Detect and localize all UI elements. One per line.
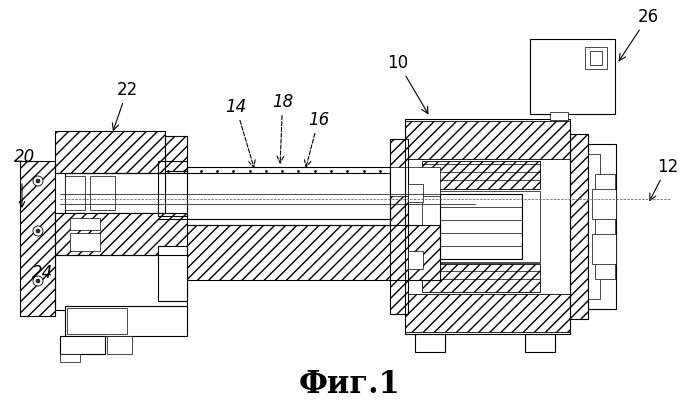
- Bar: [107, 336, 132, 354]
- Bar: [65, 177, 85, 211]
- Text: 16: 16: [304, 111, 329, 168]
- Bar: [55, 132, 165, 174]
- Bar: [570, 135, 588, 319]
- Bar: [526, 335, 554, 351]
- Bar: [440, 194, 522, 259]
- Bar: [90, 177, 115, 211]
- Bar: [390, 140, 408, 314]
- Text: 10: 10: [387, 54, 428, 114]
- Text: 22: 22: [112, 81, 138, 131]
- Bar: [390, 140, 408, 314]
- Bar: [55, 213, 187, 256]
- Text: 24: 24: [32, 263, 53, 281]
- Bar: [592, 190, 616, 220]
- Bar: [570, 135, 588, 319]
- Bar: [67, 308, 127, 334]
- Circle shape: [33, 177, 43, 187]
- Bar: [390, 168, 440, 196]
- Bar: [405, 120, 570, 334]
- Bar: [117, 177, 155, 211]
- Text: 12: 12: [650, 158, 678, 201]
- Text: Фиг.1: Фиг.1: [299, 369, 401, 399]
- Bar: [588, 155, 600, 299]
- Bar: [70, 233, 100, 252]
- Bar: [70, 218, 100, 230]
- Circle shape: [36, 230, 40, 233]
- Bar: [422, 192, 540, 262]
- Bar: [158, 162, 187, 216]
- Circle shape: [33, 276, 43, 286]
- Bar: [158, 226, 440, 280]
- Bar: [55, 213, 187, 256]
- Bar: [20, 162, 55, 316]
- Bar: [158, 162, 187, 216]
- Bar: [165, 136, 187, 172]
- Circle shape: [36, 179, 40, 183]
- Bar: [55, 132, 165, 174]
- Bar: [405, 294, 570, 332]
- Bar: [62, 338, 87, 352]
- Bar: [20, 162, 55, 316]
- Text: 20: 20: [14, 148, 36, 166]
- Bar: [155, 257, 187, 308]
- Text: 18: 18: [272, 93, 293, 164]
- Bar: [525, 334, 555, 352]
- Bar: [422, 264, 540, 292]
- Bar: [530, 40, 615, 115]
- Bar: [65, 306, 187, 336]
- Bar: [55, 256, 187, 310]
- Bar: [408, 185, 423, 202]
- Bar: [67, 308, 127, 334]
- Bar: [65, 174, 165, 213]
- Text: 26: 26: [619, 8, 659, 62]
- Bar: [158, 226, 440, 280]
- Bar: [590, 52, 602, 66]
- Bar: [595, 175, 615, 279]
- Bar: [588, 145, 616, 309]
- Bar: [408, 252, 423, 269]
- Circle shape: [36, 279, 40, 284]
- Bar: [57, 257, 87, 308]
- Bar: [158, 246, 187, 301]
- Bar: [405, 122, 570, 160]
- Bar: [60, 354, 80, 362]
- Bar: [585, 48, 607, 70]
- Bar: [538, 48, 588, 103]
- Bar: [550, 113, 568, 121]
- Bar: [422, 162, 540, 190]
- Bar: [416, 335, 444, 351]
- Text: 14: 14: [225, 98, 255, 168]
- Bar: [60, 336, 105, 354]
- Bar: [592, 234, 616, 264]
- Bar: [158, 168, 390, 226]
- Bar: [165, 136, 187, 172]
- Circle shape: [33, 226, 43, 237]
- Bar: [415, 334, 445, 352]
